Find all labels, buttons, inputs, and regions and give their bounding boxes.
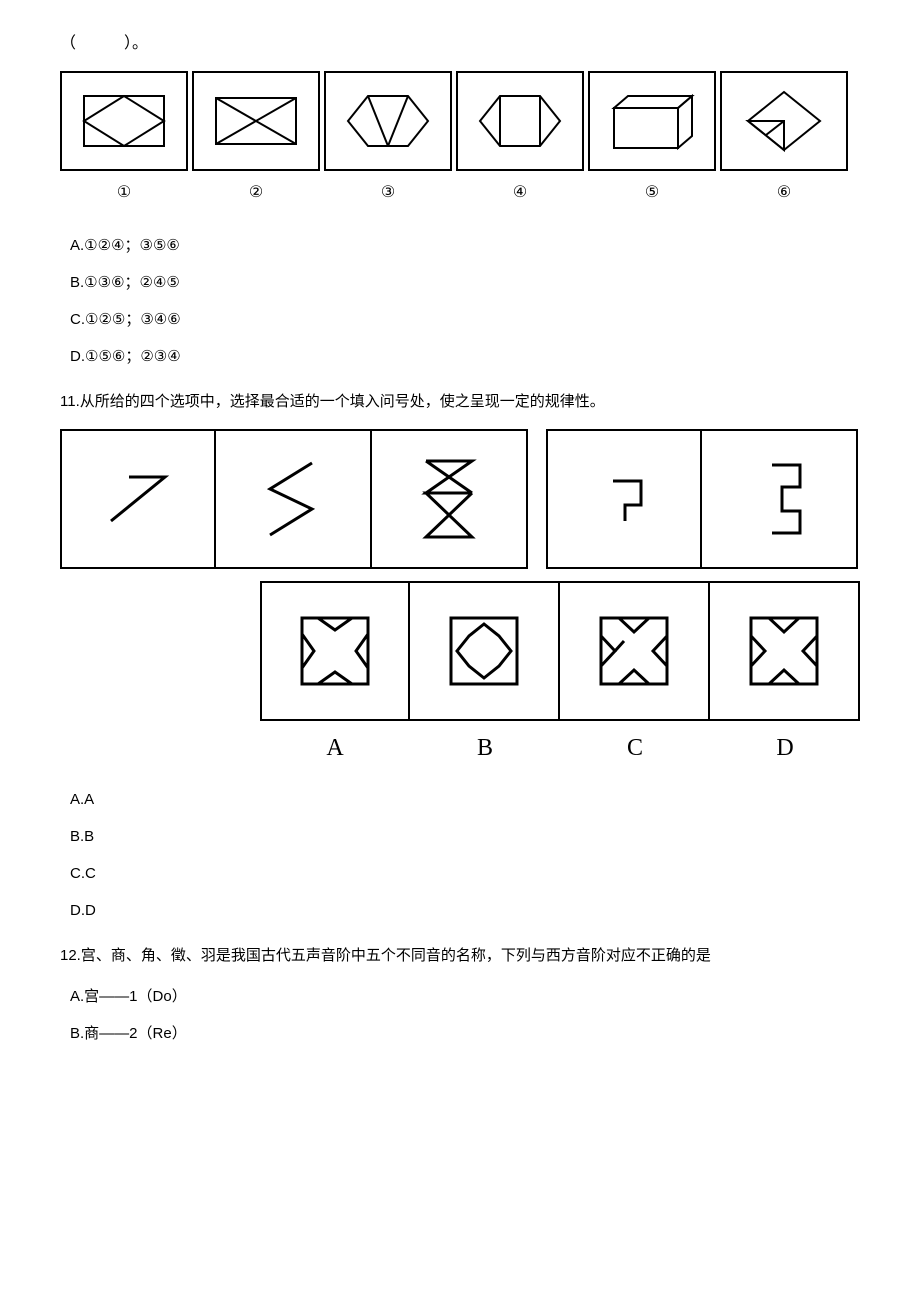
q11-group-right bbox=[546, 429, 858, 569]
q11-option-b: B.B bbox=[70, 823, 860, 850]
q11-group-left bbox=[60, 429, 528, 569]
q11-prompt: 11.从所给的四个选项中，选择最合适的一个填入问号处，使之呈现一定的规律性。 bbox=[60, 388, 860, 415]
q10-lead: （ ）。 bbox=[60, 30, 860, 59]
q11-answer-b bbox=[410, 581, 560, 721]
q10-fig-3 bbox=[324, 71, 452, 171]
q11-seq-1 bbox=[60, 429, 216, 569]
q11-option-a: A.A bbox=[70, 786, 860, 813]
q11-option-c: C.C bbox=[70, 860, 860, 887]
q10-label-5: ⑤ bbox=[588, 179, 716, 208]
q10-option-d: D.①⑤⑥；②③④ bbox=[70, 343, 860, 370]
q12-option-b: B.商——2（Re） bbox=[70, 1020, 860, 1047]
q10-option-c: C.①②⑤；③④⑥ bbox=[70, 306, 860, 333]
q11-answer-labels: A B C D bbox=[260, 727, 860, 770]
q11-answer-c bbox=[560, 581, 710, 721]
q10-label-6: ⑥ bbox=[720, 179, 848, 208]
q11-label-d: D bbox=[710, 727, 860, 770]
q10-option-a: A.①②④；③⑤⑥ bbox=[70, 232, 860, 259]
q10-fig-6 bbox=[720, 71, 848, 171]
q11-seq-4 bbox=[546, 429, 702, 569]
q10-label-3: ③ bbox=[324, 179, 452, 208]
q12-option-a: A.宫——1（Do） bbox=[70, 983, 860, 1010]
q10-fig-5 bbox=[588, 71, 716, 171]
q10-label-2: ② bbox=[192, 179, 320, 208]
q12-prompt: 12.宫、商、角、徵、羽是我国古代五声音阶中五个不同音的名称，下列与西方音阶对应… bbox=[60, 942, 860, 969]
q11-option-d: D.D bbox=[70, 897, 860, 924]
q10-figure-labels: ① ② ③ ④ ⑤ ⑥ bbox=[60, 179, 860, 208]
q11-seq-2 bbox=[216, 429, 372, 569]
q10-fig-2 bbox=[192, 71, 320, 171]
q11-label-b: B bbox=[410, 727, 560, 770]
q10-figures bbox=[60, 71, 860, 171]
q10-fig-4 bbox=[456, 71, 584, 171]
q11-sequence bbox=[60, 429, 860, 569]
q10-fig-1 bbox=[60, 71, 188, 171]
q10-label-1: ① bbox=[60, 179, 188, 208]
q10-label-4: ④ bbox=[456, 179, 584, 208]
q11-label-c: C bbox=[560, 727, 710, 770]
q10-option-b: B.①③⑥；②④⑤ bbox=[70, 269, 860, 296]
q11-answer-a bbox=[260, 581, 410, 721]
q11-label-a: A bbox=[260, 727, 410, 770]
q11-seq-3 bbox=[372, 429, 528, 569]
q11-seq-5 bbox=[702, 429, 858, 569]
q11-answer-d bbox=[710, 581, 860, 721]
q11-answers bbox=[260, 581, 860, 721]
